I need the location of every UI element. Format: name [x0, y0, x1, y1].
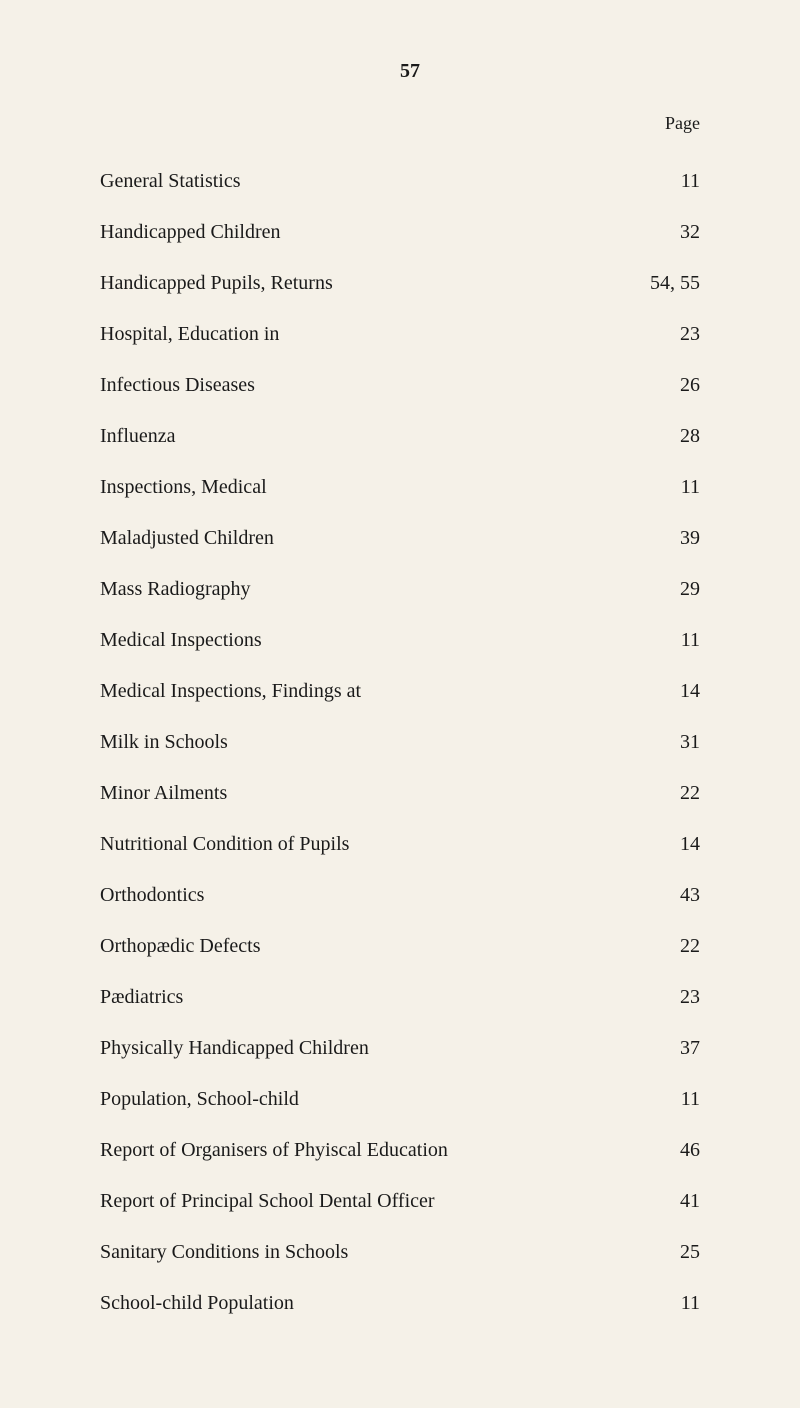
- entry-label: Inspections, Medical: [100, 475, 267, 499]
- entry-label: Population, School-child: [100, 1087, 299, 1111]
- entry-label: School-child Population: [100, 1291, 294, 1315]
- entry-label: Report of Principal School Dental Office…: [100, 1189, 435, 1213]
- index-row: Medical Inspections 11: [100, 628, 720, 652]
- index-container: General Statistics 11 Handicapped Childr…: [100, 169, 720, 1315]
- entry-label: Nutritional Condition of Pupils: [100, 832, 349, 856]
- entry-page: 23: [660, 322, 720, 346]
- entry-page: 32: [660, 220, 720, 244]
- entry-page: 14: [660, 679, 720, 703]
- index-row: Maladjusted Children 39: [100, 526, 720, 550]
- index-row: Medical Inspections, Findings at 14: [100, 679, 720, 703]
- index-row: General Statistics 11: [100, 169, 720, 193]
- entry-label: Physically Handicapped Children: [100, 1036, 369, 1060]
- entry-label: Handicapped Pupils, Returns: [100, 271, 333, 295]
- entry-page: 29: [660, 577, 720, 601]
- index-row: Hospital, Education in 23: [100, 322, 720, 346]
- index-row: Inspections, Medical 11: [100, 475, 720, 499]
- entry-page: 23: [660, 985, 720, 1009]
- index-row: Population, School-child 11: [100, 1087, 720, 1111]
- entry-label: Handicapped Children: [100, 220, 281, 244]
- entry-page: 11: [660, 169, 720, 193]
- entry-page: 22: [660, 781, 720, 805]
- entry-label: Orthodontics: [100, 883, 204, 907]
- index-row: Minor Ailments 22: [100, 781, 720, 805]
- index-row: Mass Radiography 29: [100, 577, 720, 601]
- entry-label: Report of Organisers of Phyiscal Educati…: [100, 1138, 448, 1162]
- entry-page: 41: [660, 1189, 720, 1213]
- index-row: Physically Handicapped Children 37: [100, 1036, 720, 1060]
- entry-page: 26: [660, 373, 720, 397]
- entry-label: Sanitary Conditions in Schools: [100, 1240, 348, 1264]
- entry-page: 28: [660, 424, 720, 448]
- entry-label: Hospital, Education in: [100, 322, 279, 346]
- entry-page: 39: [660, 526, 720, 550]
- index-row: Orthopædic Defects 22: [100, 934, 720, 958]
- entry-label: Infectious Diseases: [100, 373, 255, 397]
- index-row: Report of Principal School Dental Office…: [100, 1189, 720, 1213]
- index-row: Milk in Schools 31: [100, 730, 720, 754]
- index-row: Report of Organisers of Phyiscal Educati…: [100, 1138, 720, 1162]
- index-row: School-child Population 11: [100, 1291, 720, 1315]
- index-row: Handicapped Pupils, Returns 54, 55: [100, 271, 720, 295]
- entry-page: 25: [660, 1240, 720, 1264]
- entry-page: 43: [660, 883, 720, 907]
- page-number: 57: [100, 60, 720, 83]
- entry-label: Orthopædic Defects: [100, 934, 261, 958]
- index-row: Pædiatrics 23: [100, 985, 720, 1009]
- entry-label: Medical Inspections: [100, 628, 262, 652]
- entry-label: Pædiatrics: [100, 985, 183, 1009]
- entry-page: 11: [660, 1087, 720, 1111]
- entry-label: Maladjusted Children: [100, 526, 274, 550]
- index-row: Orthodontics 43: [100, 883, 720, 907]
- entry-page: 54, 55: [650, 271, 720, 295]
- entry-label: Influenza: [100, 424, 176, 448]
- entry-label: Minor Ailments: [100, 781, 227, 805]
- column-header: Page: [100, 113, 720, 134]
- entry-page: 22: [660, 934, 720, 958]
- entry-page: 11: [660, 475, 720, 499]
- entry-label: Mass Radiography: [100, 577, 251, 601]
- entry-page: 46: [660, 1138, 720, 1162]
- entry-page: 11: [660, 628, 720, 652]
- entry-page: 11: [660, 1291, 720, 1315]
- entry-label: Medical Inspections, Findings at: [100, 679, 361, 703]
- entry-page: 14: [660, 832, 720, 856]
- entry-page: 31: [660, 730, 720, 754]
- index-row: Nutritional Condition of Pupils 14: [100, 832, 720, 856]
- index-row: Handicapped Children 32: [100, 220, 720, 244]
- entry-label: General Statistics: [100, 169, 241, 193]
- index-row: Influenza 28: [100, 424, 720, 448]
- entry-label: Milk in Schools: [100, 730, 228, 754]
- index-row: Sanitary Conditions in Schools 25: [100, 1240, 720, 1264]
- entry-page: 37: [660, 1036, 720, 1060]
- index-row: Infectious Diseases 26: [100, 373, 720, 397]
